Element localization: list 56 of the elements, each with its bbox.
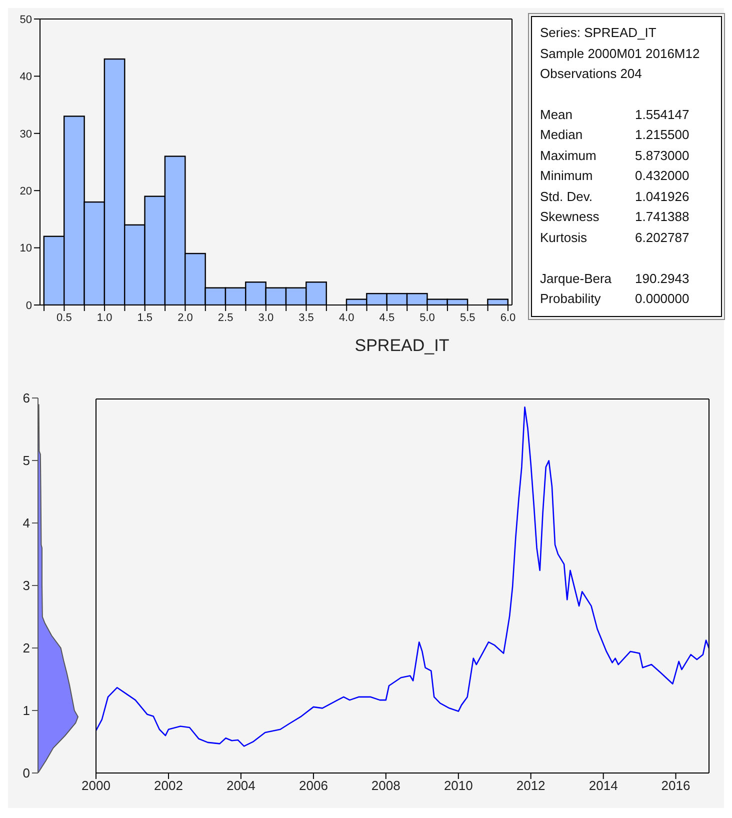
category-label: Probability: [540, 290, 602, 308]
category-label: Std. Dev.: [540, 188, 594, 206]
y-tick-label: 30: [20, 128, 32, 140]
x-tick-label: 6.0: [500, 312, 516, 324]
category-label: Maximum: [540, 146, 598, 164]
category-label: Minimum: [540, 167, 594, 185]
y-tick-label: 10: [20, 242, 32, 255]
text: Sample 2000M01 2016M12: [540, 44, 701, 63]
x-tick-label: 2008: [371, 778, 400, 794]
x-tick-label: 1.5: [137, 312, 153, 324]
category-label: Median: [540, 126, 584, 144]
data-label: 1.741388: [635, 208, 690, 226]
x-tick-label: 4.5: [379, 312, 395, 324]
x-tick-label: 2006: [299, 778, 328, 794]
y-tick-label: 2: [22, 640, 30, 656]
x-tick-label: 4.0: [338, 312, 354, 324]
chart-title: SPREAD_IT: [354, 336, 450, 357]
data-label: 190.2943: [635, 270, 690, 288]
data-label: 1.215500: [635, 126, 690, 144]
category-label: Jarque-Bera: [540, 270, 613, 288]
y-tick-label: 1: [22, 703, 30, 718]
x-tick-label: 2000: [82, 778, 110, 794]
x-tick-label: 0.5: [56, 312, 72, 324]
y-tick-label: 3: [22, 578, 30, 594]
x-tick-label: 2004: [226, 778, 256, 794]
data-label: 6.202787: [635, 228, 690, 246]
x-tick-label: 2016: [661, 778, 690, 794]
x-tick-label: 2002: [154, 778, 183, 794]
data-label: 5.873000: [635, 146, 690, 164]
category-label: Mean: [540, 106, 574, 124]
x-tick-label: 2.0: [178, 312, 193, 324]
x-tick-label: 2010: [444, 778, 473, 794]
y-tick-label: 4: [22, 516, 30, 531]
data-label: 0.000000: [635, 290, 690, 308]
x-tick-label: 1.0: [96, 312, 112, 324]
y-tick-label: 50: [20, 14, 32, 26]
x-tick-label: 2014: [588, 778, 618, 794]
y-tick-label: 5: [22, 453, 30, 468]
y-tick-label: 20: [20, 186, 32, 198]
data-label: 1.041926: [635, 188, 690, 206]
data-label: 0.432000: [635, 167, 690, 185]
category-label: Skewness: [540, 208, 600, 226]
data-label: 1.554147: [635, 106, 690, 124]
text: Series: SPREAD_IT: [540, 24, 658, 42]
y-tick-label: 0: [26, 300, 32, 312]
text: Observations 204: [540, 65, 643, 83]
x-tick-label: 5.5: [460, 312, 476, 324]
y-tick-label: 6: [22, 390, 30, 406]
y-tick-label: 40: [20, 71, 32, 84]
x-tick-label: 3.5: [298, 312, 314, 324]
y-tick-label: 0: [22, 766, 30, 781]
x-tick-label: 3.0: [258, 312, 274, 324]
category-label: Kurtosis: [540, 228, 588, 246]
x-tick-label: 2012: [516, 778, 546, 794]
x-tick-label: 5.0: [420, 312, 435, 324]
x-tick-label: 2.5: [218, 312, 234, 324]
